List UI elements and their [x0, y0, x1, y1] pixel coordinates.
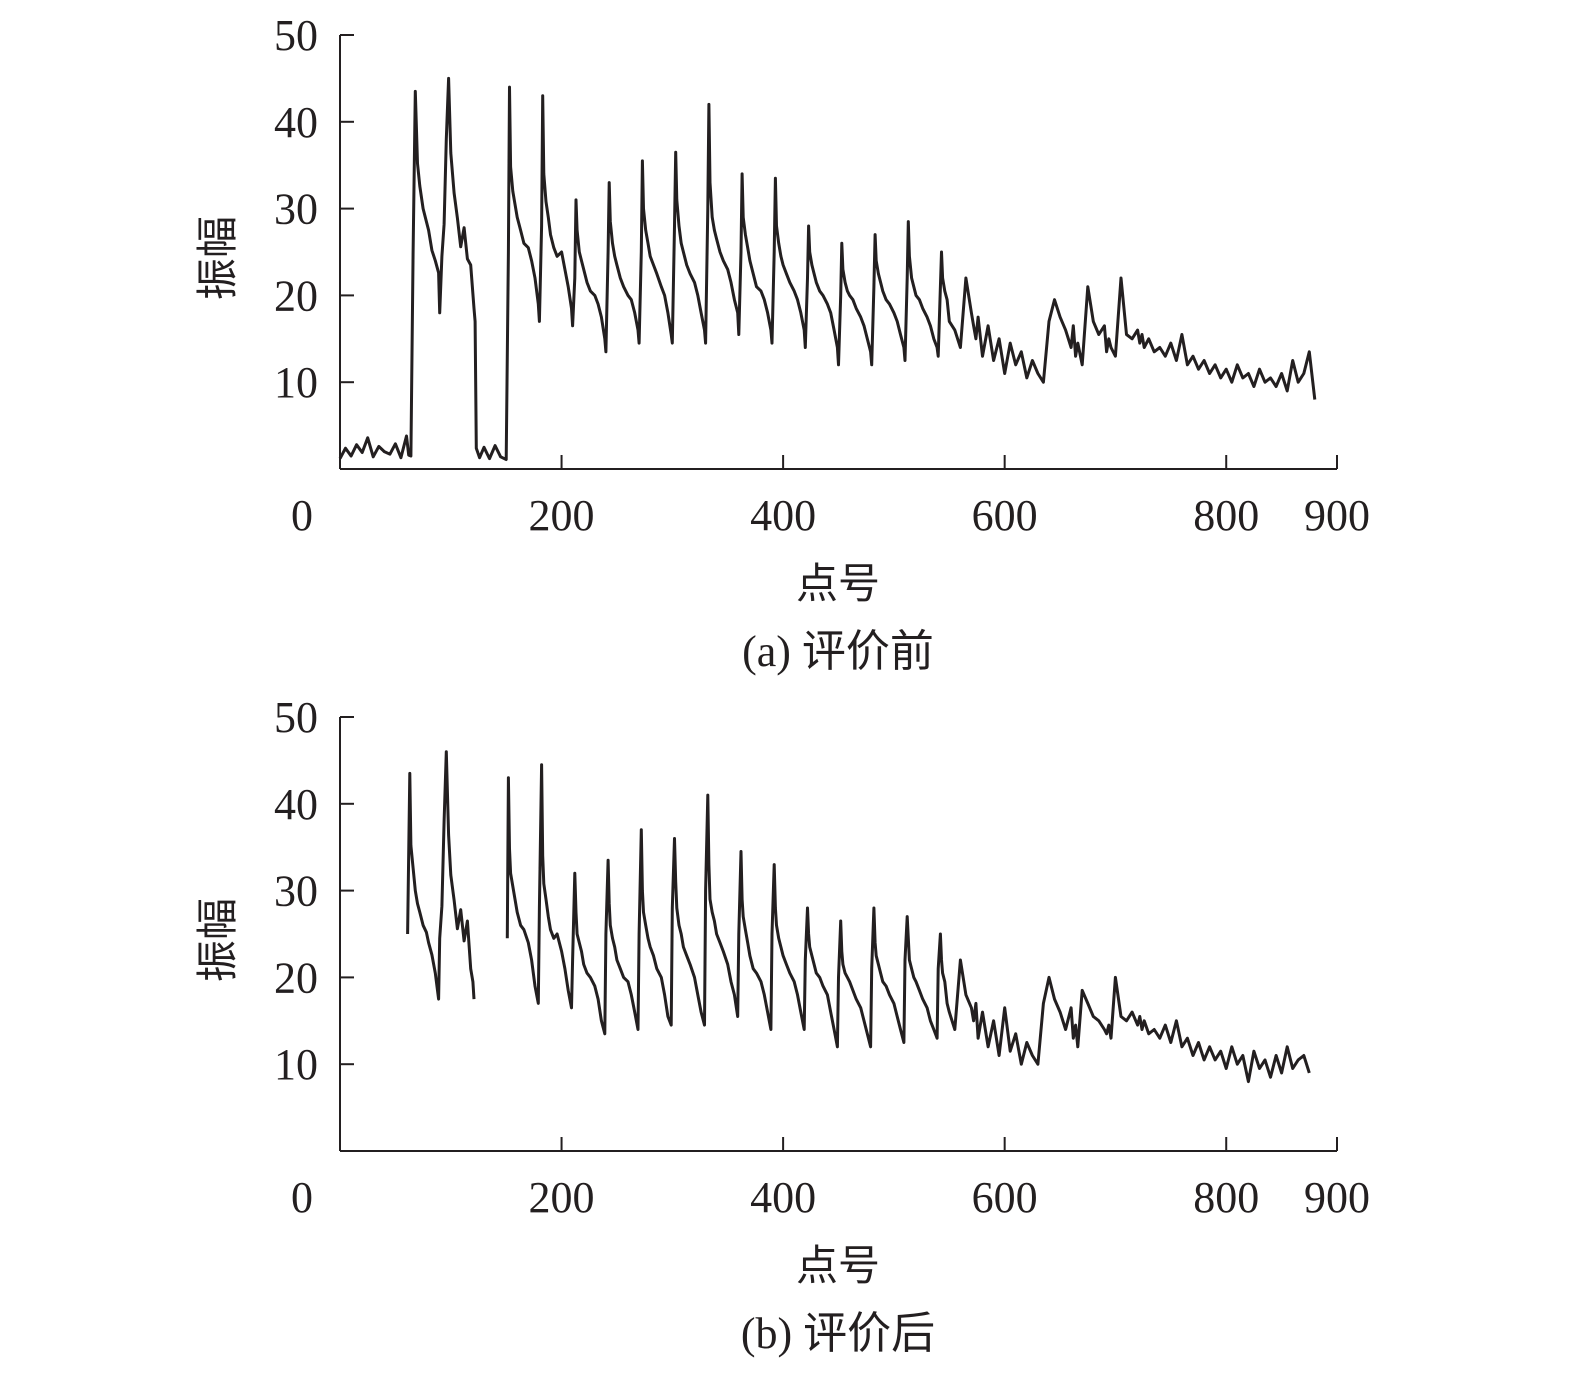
x-tick-label: 200 — [529, 1173, 595, 1222]
series-line-segment — [505, 763, 1311, 1084]
series-group — [406, 750, 1311, 1084]
x-tick-label: 600 — [972, 491, 1038, 540]
x-ticks: 0 200 400 600 800 900 — [291, 455, 1370, 540]
y-tick-label: 50 — [274, 11, 318, 60]
y-tick-label: 40 — [274, 98, 318, 147]
x-tick-label: 800 — [1193, 491, 1259, 540]
x-tick-label: 200 — [529, 491, 595, 540]
x-tick-label: 800 — [1193, 1173, 1259, 1222]
y-axis-title: 振幅 — [193, 216, 242, 300]
x-tick-label: 900 — [1304, 491, 1370, 540]
x-tick-label: 0 — [291, 1173, 313, 1222]
x-ticks: 0 200 400 600 800 900 — [291, 1137, 1370, 1222]
y-tick-label: 20 — [274, 953, 318, 1002]
y-ticks: 10 20 30 40 50 — [274, 11, 354, 407]
series-group — [338, 76, 1317, 461]
x-tick-label: 400 — [750, 1173, 816, 1222]
chart-b-after: 振幅 10 20 30 40 50 0 200 400 600 800 900 点号 (b) 评价… — [193, 693, 1370, 1358]
y-tick-label: 40 — [274, 780, 318, 829]
y-axis-title: 振幅 — [193, 898, 242, 982]
x-tick-label: 900 — [1304, 1173, 1370, 1222]
y-tick-label: 10 — [274, 358, 318, 407]
y-axis-label: 振幅 — [193, 216, 242, 300]
x-axis-label: 点号 — [796, 1241, 880, 1290]
y-tick-label: 50 — [274, 693, 318, 742]
x-tick-label: 400 — [750, 491, 816, 540]
chart-caption: (a) 评价前 — [742, 627, 934, 676]
x-axis-label: 点号 — [796, 559, 880, 608]
y-tick-label: 30 — [274, 185, 318, 234]
y-ticks: 10 20 30 40 50 — [274, 693, 354, 1089]
y-tick-label: 10 — [274, 1040, 318, 1089]
chart-caption: (b) 评价后 — [741, 1309, 935, 1358]
y-axis-label: 振幅 — [193, 898, 242, 982]
series-line-segment — [338, 76, 1317, 461]
x-tick-label: 0 — [291, 491, 313, 540]
series-line-segment — [406, 750, 476, 1001]
x-tick-label: 600 — [972, 1173, 1038, 1222]
y-tick-label: 20 — [274, 271, 318, 320]
y-tick-label: 30 — [274, 867, 318, 916]
chart-a-before: 振幅 10 20 30 40 50 0 200 400 600 800 900 点号 (a) 评价… — [193, 11, 1370, 676]
